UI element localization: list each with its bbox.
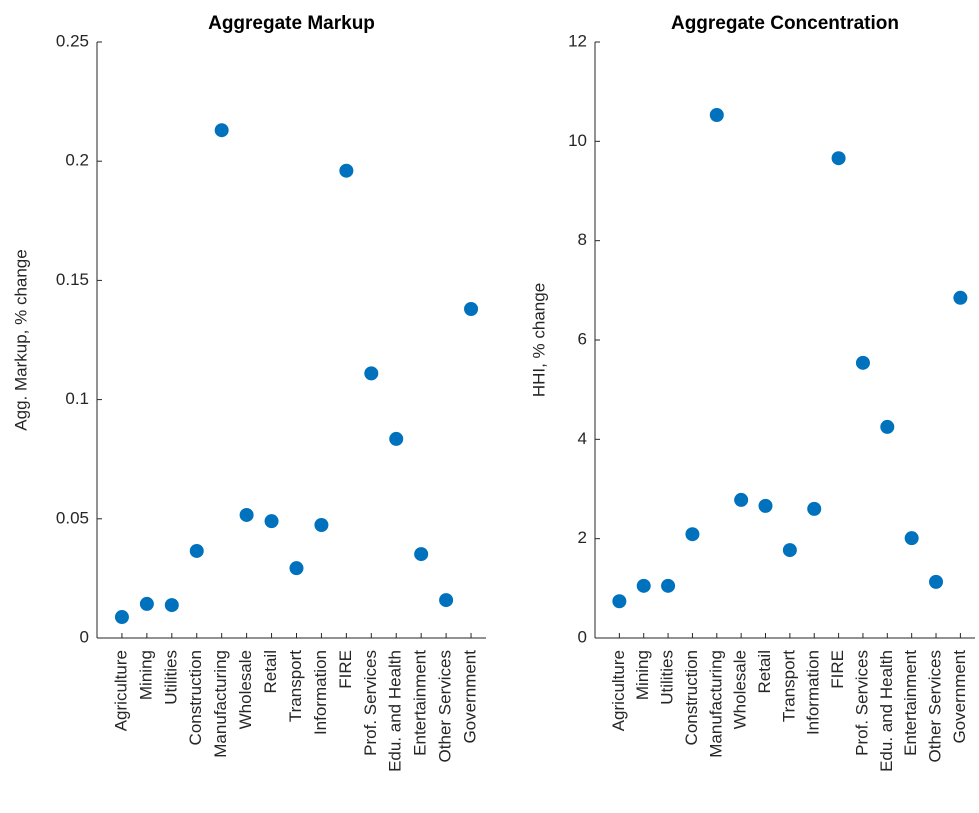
x-tick-label: Agriculture [609,650,628,731]
point [164,598,179,613]
y-tick-label: 6 [578,329,587,348]
point [389,431,404,446]
y-tick-label: 0.2 [65,151,89,170]
point [114,610,129,625]
point [782,543,797,558]
point [734,492,749,507]
x-tick-label: Manufacturing [211,650,230,758]
y-tick-label: 0.1 [65,389,89,408]
x-tick-label: Edu. and Health [386,650,405,772]
y-tick-label: 4 [578,429,587,448]
point [464,302,479,317]
point [612,594,627,609]
point [709,108,724,123]
x-tick-label: Utilities [161,650,180,705]
point [239,507,254,522]
x-tick-label: Information [311,650,330,735]
x-tick-label: Entertainment [411,650,430,756]
x-tick-label: FIRE [336,650,355,689]
point [758,498,773,513]
x-tick-label: Government [461,650,480,744]
x-tick-label: Transport [286,650,305,722]
x-tick-label: Agriculture [111,650,130,731]
point [807,501,822,516]
point [189,543,204,558]
y-tick-label: 12 [568,31,587,50]
x-tick-label: Wholesale [236,650,255,729]
x-tick-label: Edu. and Health [877,650,896,772]
x-tick-label: Entertainment [901,650,920,756]
point [314,517,329,532]
x-tick-label: Government [950,650,969,744]
x-tick-label: Prof. Services [361,650,380,756]
x-tick-label: Prof. Services [852,650,871,756]
y-tick-label: 0 [80,627,89,646]
y-tick-label: 2 [578,528,587,547]
x-tick-label: Mining [136,650,155,700]
point [685,527,700,542]
y-tick-label: 0 [578,627,587,646]
chart-title: Aggregate Concentration [671,13,899,34]
x-tick-label: FIRE [828,650,847,689]
point [953,290,968,305]
x-tick-label: Manufacturing [706,650,725,758]
point [414,547,429,562]
chart-title: Aggregate Markup [208,13,375,34]
point [831,151,846,166]
x-tick-label: Other Services [926,650,945,762]
x-tick-label: Utilities [658,650,677,705]
y-axis-label: Agg. Markup, % change [11,249,30,430]
x-tick-label: Retail [755,650,774,693]
point [855,355,870,370]
point [214,123,229,138]
x-tick-label: Construction [682,650,701,745]
y-tick-label: 8 [578,230,587,249]
point [289,561,304,576]
point [339,163,354,178]
point [904,531,919,546]
y-tick-label: 0.05 [56,508,89,527]
x-tick-label: Wholesale [731,650,750,729]
y-tick-label: 0.25 [56,31,89,50]
point [264,514,279,529]
point [364,366,379,381]
x-tick-label: Information [804,650,823,735]
x-tick-label: Other Services [436,650,455,762]
y-tick-label: 10 [568,131,587,150]
x-tick-label: Transport [779,650,798,722]
x-tick-label: Retail [261,650,280,693]
point [139,596,154,611]
point [636,578,651,593]
point [439,593,454,608]
x-tick-label: Construction [186,650,205,745]
y-tick-label: 0.15 [56,270,89,289]
x-tick-label: Mining [633,650,652,700]
y-axis-label: HHI, % change [529,283,548,397]
point [880,419,895,434]
point [661,578,676,593]
point [929,574,944,589]
